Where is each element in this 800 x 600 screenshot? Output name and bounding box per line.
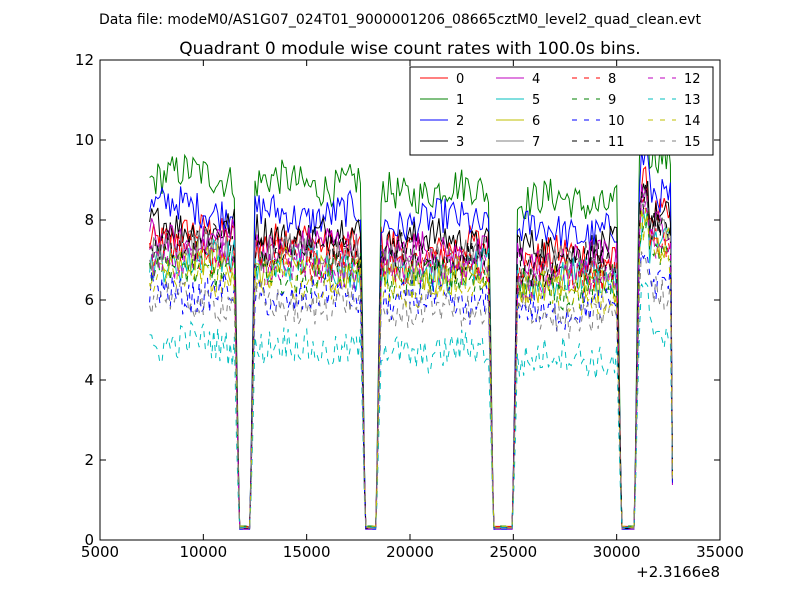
legend-label-0: 0	[456, 72, 464, 87]
x-tick-label: 5000	[81, 543, 119, 561]
legend-label-5: 5	[532, 93, 540, 108]
series-line-8	[149, 197, 673, 527]
x-tick-label: 15000	[283, 543, 331, 561]
legend-label-14: 14	[684, 114, 701, 129]
x-tick-label: 30000	[593, 543, 641, 561]
x-tick-label: 25000	[489, 543, 537, 561]
figure-suptitle: Data file: modeM0/AS1G07_024T01_90000012…	[99, 12, 701, 28]
legend-label-8: 8	[608, 72, 616, 87]
y-tick-label: 12	[75, 51, 94, 69]
legend-label-13: 13	[684, 93, 701, 108]
legend-label-11: 11	[608, 135, 625, 150]
series-line-1	[149, 107, 673, 528]
legend-label-12: 12	[684, 72, 701, 87]
y-tick-label: 4	[84, 371, 94, 389]
y-tick-label: 2	[84, 451, 94, 469]
legend-label-15: 15	[684, 135, 701, 150]
legend-label-2: 2	[456, 114, 464, 129]
x-tick-label: 35000	[696, 543, 744, 561]
x-axis-offset-label: +2.3166e8	[636, 563, 720, 581]
series-line-14	[149, 207, 673, 527]
legend-label-1: 1	[456, 93, 464, 108]
series-line-2	[149, 149, 673, 530]
series-line-12	[149, 197, 673, 530]
x-tick-label: 10000	[179, 543, 227, 561]
y-tick-label: 6	[84, 291, 94, 309]
axis-ticks: 5000 10000 15000 20000 25000 30000 35000 0 2 4 6 8 1…	[75, 51, 744, 561]
series-line-10	[149, 251, 673, 529]
legend-box	[409, 66, 714, 156]
series-line-15	[149, 251, 673, 529]
legend-label-7: 7	[532, 135, 540, 150]
series-line-4	[149, 184, 673, 528]
y-tick-label: 10	[75, 131, 94, 149]
legend-label-9: 9	[608, 93, 616, 108]
legend-label-3: 3	[456, 135, 464, 150]
series-line-13	[149, 281, 673, 528]
legend-label-6: 6	[532, 114, 540, 129]
legend-label-4: 4	[532, 72, 540, 87]
y-tick-label: 0	[84, 531, 94, 549]
chart-title: Quadrant 0 module wise count rates with …	[179, 39, 640, 59]
legend-label-10: 10	[608, 114, 625, 129]
series-line-11	[149, 184, 673, 529]
x-tick-label: 20000	[386, 543, 434, 561]
plot-lines	[149, 107, 673, 530]
y-tick-label: 8	[84, 211, 94, 229]
